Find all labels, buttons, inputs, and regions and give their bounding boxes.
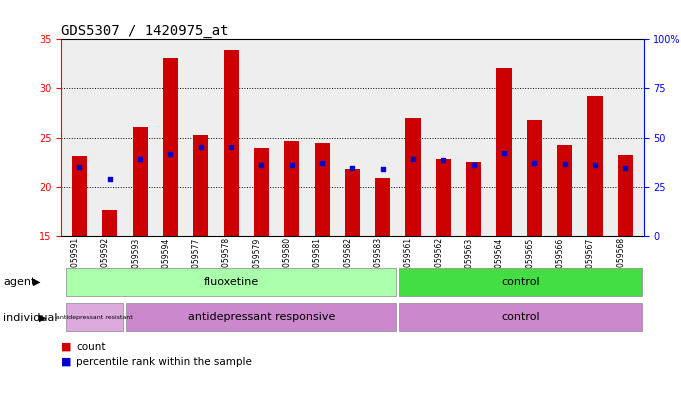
Text: control: control bbox=[501, 312, 540, 322]
Text: GSM1059578: GSM1059578 bbox=[222, 237, 231, 288]
Point bbox=[104, 176, 115, 182]
Text: antidepressant resistant: antidepressant resistant bbox=[57, 315, 133, 320]
Text: agent: agent bbox=[3, 277, 36, 287]
Point bbox=[165, 151, 176, 157]
Text: ■: ■ bbox=[61, 342, 72, 352]
Point bbox=[408, 156, 419, 162]
Bar bbox=[133, 127, 148, 236]
Bar bbox=[618, 155, 633, 236]
Bar bbox=[375, 178, 390, 236]
Text: GSM1059583: GSM1059583 bbox=[374, 237, 383, 288]
Text: count: count bbox=[76, 342, 106, 352]
Text: GSM1059566: GSM1059566 bbox=[556, 237, 565, 288]
Point bbox=[590, 162, 601, 168]
Bar bbox=[400, 268, 642, 296]
Text: control: control bbox=[501, 277, 540, 287]
Text: GSM1059580: GSM1059580 bbox=[283, 237, 291, 288]
Text: GSM1059565: GSM1059565 bbox=[525, 237, 535, 288]
Point bbox=[620, 165, 631, 171]
Point bbox=[469, 162, 479, 168]
Text: GSM1059579: GSM1059579 bbox=[253, 237, 262, 288]
Text: fluoxetine: fluoxetine bbox=[204, 277, 259, 287]
Point bbox=[195, 144, 206, 151]
Text: ▶: ▶ bbox=[33, 277, 40, 287]
Text: GSM1059561: GSM1059561 bbox=[404, 237, 413, 288]
Text: GSM1059592: GSM1059592 bbox=[101, 237, 110, 288]
Point bbox=[135, 156, 146, 162]
Text: ■: ■ bbox=[61, 356, 72, 367]
Bar bbox=[315, 143, 330, 236]
Bar bbox=[466, 162, 481, 236]
Bar bbox=[588, 96, 603, 236]
Text: GDS5307 / 1420975_at: GDS5307 / 1420975_at bbox=[61, 24, 229, 38]
Point bbox=[438, 157, 449, 163]
Bar bbox=[72, 156, 87, 236]
Bar bbox=[127, 303, 396, 332]
Point bbox=[317, 160, 328, 166]
Bar bbox=[254, 148, 269, 236]
Bar bbox=[496, 68, 511, 236]
Bar bbox=[223, 50, 239, 236]
Bar bbox=[284, 141, 300, 236]
Text: GSM1059582: GSM1059582 bbox=[343, 237, 353, 288]
Text: GSM1059564: GSM1059564 bbox=[495, 237, 504, 288]
Text: GSM1059593: GSM1059593 bbox=[131, 237, 140, 288]
Text: percentile rank within the sample: percentile rank within the sample bbox=[76, 356, 252, 367]
Bar bbox=[193, 134, 208, 236]
Text: individual: individual bbox=[3, 312, 58, 323]
Point bbox=[529, 160, 540, 166]
Text: antidepressant responsive: antidepressant responsive bbox=[188, 312, 335, 322]
Point bbox=[498, 150, 509, 156]
Bar bbox=[163, 58, 178, 236]
Bar bbox=[102, 210, 117, 236]
Text: ▶: ▶ bbox=[39, 312, 46, 323]
Text: GSM1059594: GSM1059594 bbox=[161, 237, 170, 288]
Bar bbox=[400, 303, 642, 332]
Point bbox=[74, 164, 85, 170]
Text: GSM1059591: GSM1059591 bbox=[71, 237, 80, 288]
Text: GSM1059577: GSM1059577 bbox=[192, 237, 201, 288]
Point bbox=[286, 162, 297, 168]
Point bbox=[559, 161, 570, 167]
Text: GSM1059563: GSM1059563 bbox=[464, 237, 474, 288]
Point bbox=[225, 144, 236, 151]
Bar bbox=[66, 268, 396, 296]
Bar bbox=[66, 303, 123, 332]
Text: GSM1059562: GSM1059562 bbox=[434, 237, 443, 288]
Point bbox=[347, 165, 358, 171]
Text: GSM1059581: GSM1059581 bbox=[313, 237, 322, 288]
Text: GSM1059567: GSM1059567 bbox=[586, 237, 595, 288]
Point bbox=[377, 166, 388, 172]
Bar bbox=[405, 118, 421, 236]
Bar bbox=[345, 169, 360, 236]
Bar bbox=[557, 145, 572, 236]
Bar bbox=[436, 159, 451, 236]
Text: GSM1059568: GSM1059568 bbox=[616, 237, 625, 288]
Point bbox=[256, 162, 267, 168]
Bar bbox=[527, 120, 542, 236]
